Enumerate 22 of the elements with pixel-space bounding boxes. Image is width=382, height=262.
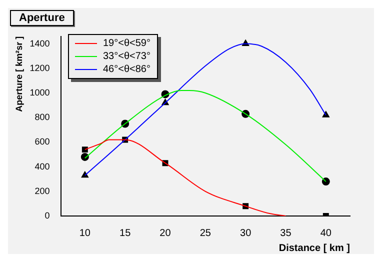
x-tick-label: 40: [320, 228, 332, 239]
legend-label: 33°<θ<73°: [103, 50, 150, 63]
x-tick-label: 30: [240, 228, 252, 239]
chart-title: Aperture: [10, 10, 74, 26]
y-tick-label: 200: [34, 186, 50, 196]
y-tick-label: 1400: [30, 38, 50, 48]
y-tick-label: 1200: [30, 62, 50, 73]
y-axis-title: Aperture [ km²sr ]: [14, 36, 24, 112]
x-tick-label: 25: [200, 228, 212, 239]
y-tick-label: 600: [34, 136, 50, 147]
y-tick-label: 800: [34, 112, 50, 122]
x-tick-label: 15: [120, 228, 132, 239]
x-tick-label: 20: [160, 228, 172, 239]
y-tick-label: 0: [44, 210, 50, 220]
x-axis-title: Distance [ km ]: [278, 242, 350, 254]
x-tick-label: 10: [79, 228, 91, 239]
legend-label: 46°<θ<86°: [103, 63, 150, 76]
y-tick-label: 400: [34, 161, 50, 172]
y-tick-label: 1000: [30, 87, 50, 98]
x-tick-label: 35: [280, 228, 292, 239]
point: [322, 178, 330, 186]
legend-label: 19°<θ<59°: [103, 37, 150, 50]
